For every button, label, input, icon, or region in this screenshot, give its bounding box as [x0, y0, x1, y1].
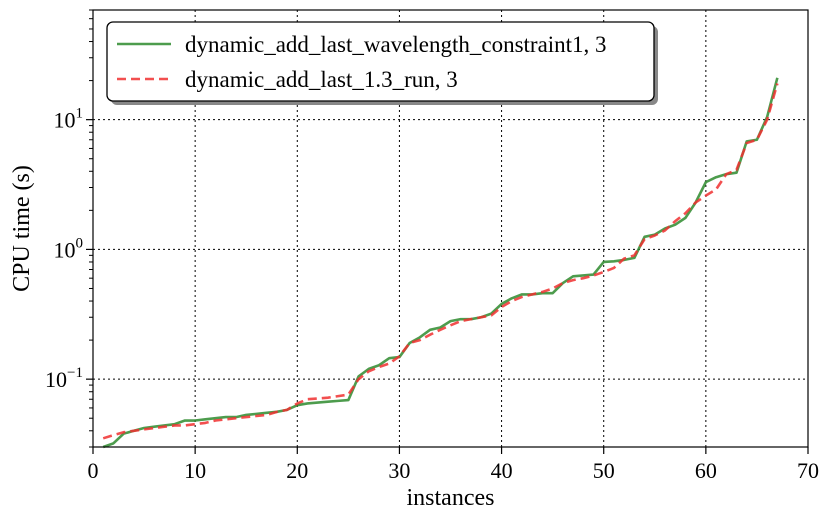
y-tick-label: 101	[54, 106, 84, 133]
x-tick-label: 40	[491, 458, 513, 483]
x-tick-label: 10	[184, 458, 206, 483]
legend-label: dynamic_add_last_wavelength_constraint1,…	[185, 32, 607, 57]
grid	[93, 10, 808, 447]
x-axis-title: instances	[407, 485, 495, 511]
legend: dynamic_add_last_wavelength_constraint1,…	[106, 21, 658, 105]
legend-label: dynamic_add_last_1.3_run, 3	[185, 67, 458, 92]
x-tick-label: 70	[797, 458, 819, 483]
x-tick-label: 60	[695, 458, 717, 483]
legend-box	[106, 21, 655, 102]
x-tick-label: 30	[388, 458, 410, 483]
y-tick-label: 10−1	[45, 365, 83, 392]
x-tick-label: 50	[593, 458, 615, 483]
series-line-1	[102, 83, 779, 440]
x-tick-label: 20	[286, 458, 308, 483]
ticks: 0 10 20 30 40 50 60 70 10−1 100 101	[45, 9, 819, 483]
x-tick-label: 0	[88, 458, 99, 483]
plot-series	[102, 77, 779, 449]
y-axis-title: CPU time (s)	[9, 165, 35, 292]
y-tick-label: 100	[54, 235, 84, 262]
plot-frame	[92, 9, 809, 448]
series-line-0	[102, 77, 779, 449]
